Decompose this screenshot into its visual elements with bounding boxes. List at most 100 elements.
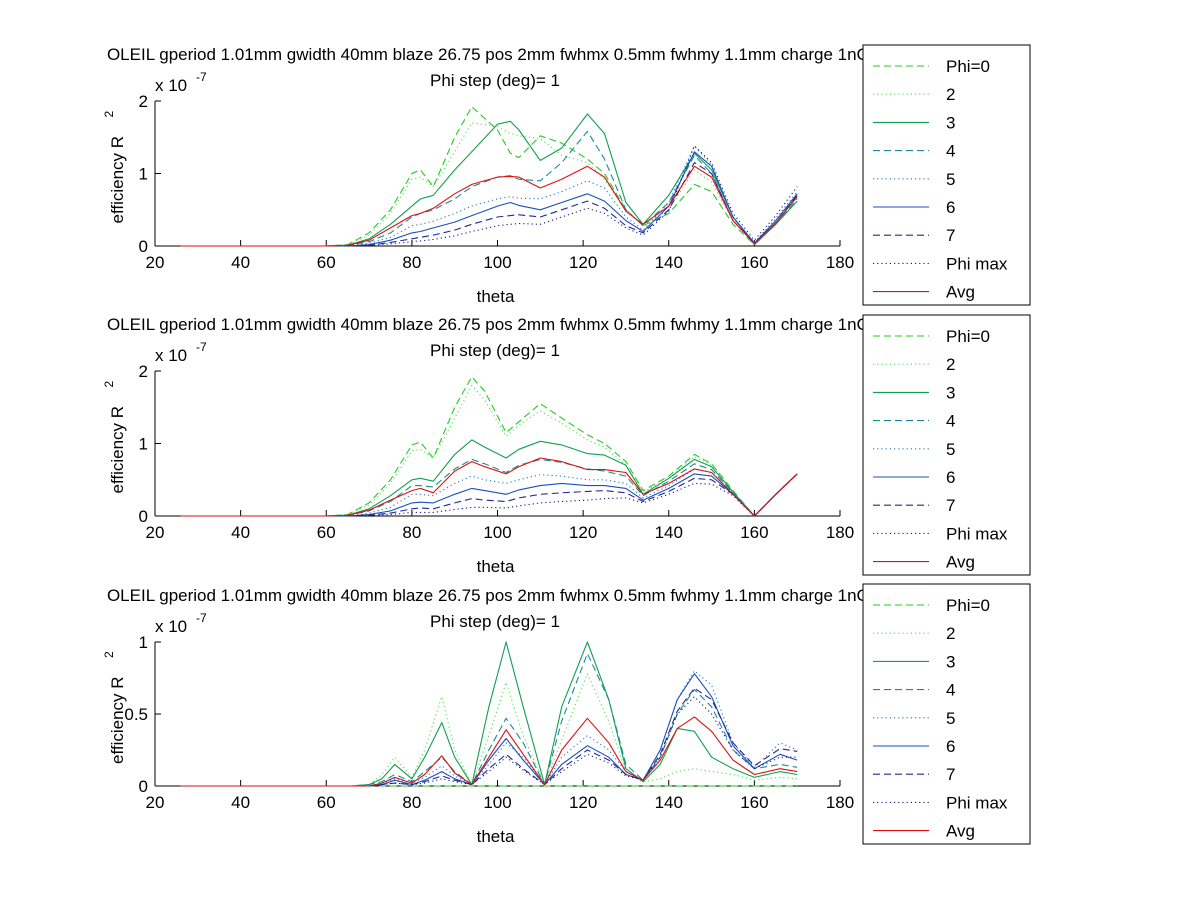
y-tick-label: 0	[139, 237, 148, 256]
legend-label: 6	[946, 737, 955, 756]
x-tick-label: 20	[146, 523, 165, 542]
series-line-7	[180, 473, 798, 517]
x-tick-label: 160	[740, 253, 768, 272]
series-line-6	[180, 673, 798, 787]
x-tick-label: 140	[655, 253, 683, 272]
x-tick-label: 80	[402, 523, 421, 542]
x-tick-label: 160	[740, 793, 768, 812]
chart-subtitle: Phi step (deg)= 1	[430, 612, 560, 631]
series-line-4	[180, 130, 798, 247]
series-line-6	[180, 151, 798, 247]
series-line-phi-0	[180, 376, 798, 517]
series-line-avg	[180, 716, 798, 787]
x-tick-label: 40	[231, 793, 250, 812]
exponent-sup: -7	[196, 340, 207, 354]
x-axis-label: theta	[477, 287, 515, 306]
legend-label: Phi=0	[946, 57, 990, 76]
y-axis-label-group: efficiency R 2	[102, 111, 127, 224]
legend-label: 3	[946, 113, 955, 132]
subplot-1: OLEIL gperiod 1.01mm gwidth 40mm blaze 2…	[102, 44, 1031, 306]
y-axis-label-sup: 2	[102, 111, 116, 118]
series-line-5	[180, 670, 798, 787]
legend-label: Avg	[946, 553, 975, 572]
x-tick-label: 140	[655, 523, 683, 542]
y-tick-label: 0	[139, 507, 148, 526]
x-tick-label: 100	[483, 793, 511, 812]
x-tick-label: 120	[569, 523, 597, 542]
x-tick-label: 20	[146, 253, 165, 272]
plot-area	[155, 371, 840, 516]
legend-label: 2	[946, 624, 955, 643]
chart-subtitle: Phi step (deg)= 1	[430, 341, 560, 360]
y-axis-label-group: efficiency R 2	[102, 381, 127, 494]
series-line-2	[180, 673, 798, 787]
x-tick-label: 80	[402, 253, 421, 272]
y-tick-label: 0.5	[124, 705, 148, 724]
legend-label: 7	[946, 226, 955, 245]
legend-label: 4	[946, 412, 955, 431]
x-tick-label: 140	[655, 793, 683, 812]
x-tick-label: 40	[231, 523, 250, 542]
legend-label: Phi max	[946, 524, 1008, 543]
exponent-sup: -7	[196, 70, 207, 84]
y-tick-label: 0	[139, 777, 148, 796]
series-line-6	[180, 473, 798, 517]
y-tick-label: 1	[139, 165, 148, 184]
x-tick-label: 60	[317, 523, 336, 542]
y-axis-label: efficiency R	[108, 676, 127, 764]
legend-label: 5	[946, 709, 955, 728]
y-tick-label: 1	[139, 633, 148, 652]
y-axis-label-sup: 2	[102, 381, 116, 388]
x-tick-label: 100	[483, 523, 511, 542]
x-tick-label: 180	[826, 523, 854, 542]
series-line-2	[180, 384, 798, 517]
legend-label: Avg	[946, 283, 975, 302]
x-tick-label: 180	[826, 793, 854, 812]
exponent-sup: -7	[196, 611, 207, 625]
series-line-7	[180, 162, 798, 247]
x-tick-label: 20	[146, 793, 165, 812]
legend-label: 4	[946, 681, 955, 700]
legend: Phi=0 2 3 4 5 6 7 Phi max Avg	[862, 44, 1031, 306]
legend-box	[862, 583, 1031, 845]
series-line-2	[180, 122, 798, 247]
legend-label: Phi=0	[946, 596, 990, 615]
legend-label: 7	[946, 496, 955, 515]
chart-title: OLEIL gperiod 1.01mm gwidth 40mm blaze 2…	[107, 45, 1003, 64]
y-axis-label-group: efficiency R 2	[102, 651, 127, 764]
x-tick-label: 120	[569, 253, 597, 272]
series-line-4	[180, 652, 798, 787]
exponent-label: x 10	[155, 617, 187, 636]
series-line-3	[180, 439, 798, 517]
y-axis-label: efficiency R	[108, 406, 127, 494]
series-line-5	[180, 145, 798, 247]
series-line-3	[180, 641, 798, 787]
legend-label: 6	[946, 468, 955, 487]
legend-label: 2	[946, 355, 955, 374]
legend-label: 6	[946, 198, 955, 217]
plot-area	[155, 642, 840, 786]
exponent-label: x 10	[155, 346, 187, 365]
legend-box	[862, 44, 1031, 306]
y-tick-label: 2	[139, 92, 148, 111]
legend-label: 3	[946, 652, 955, 671]
legend-box	[862, 314, 1031, 576]
legend-label: Phi=0	[946, 327, 990, 346]
legend: Phi=0 2 3 4 5 6 7 Phi max Avg	[862, 583, 1031, 845]
series-line-avg	[180, 165, 798, 247]
series-line-avg	[180, 457, 798, 517]
y-axis-label-sup: 2	[102, 651, 116, 658]
x-tick-label: 60	[317, 253, 336, 272]
series-line-3	[180, 113, 798, 247]
x-tick-label: 40	[231, 253, 250, 272]
legend-label: 5	[946, 440, 955, 459]
series-line-phi-0	[180, 106, 798, 247]
y-axis-label: efficiency R	[108, 136, 127, 224]
legend-label: 4	[946, 142, 955, 161]
legend-label: 5	[946, 170, 955, 189]
legend-label: Avg	[946, 822, 975, 841]
x-axis-label: theta	[477, 557, 515, 576]
x-tick-label: 80	[402, 793, 421, 812]
x-tick-label: 100	[483, 253, 511, 272]
